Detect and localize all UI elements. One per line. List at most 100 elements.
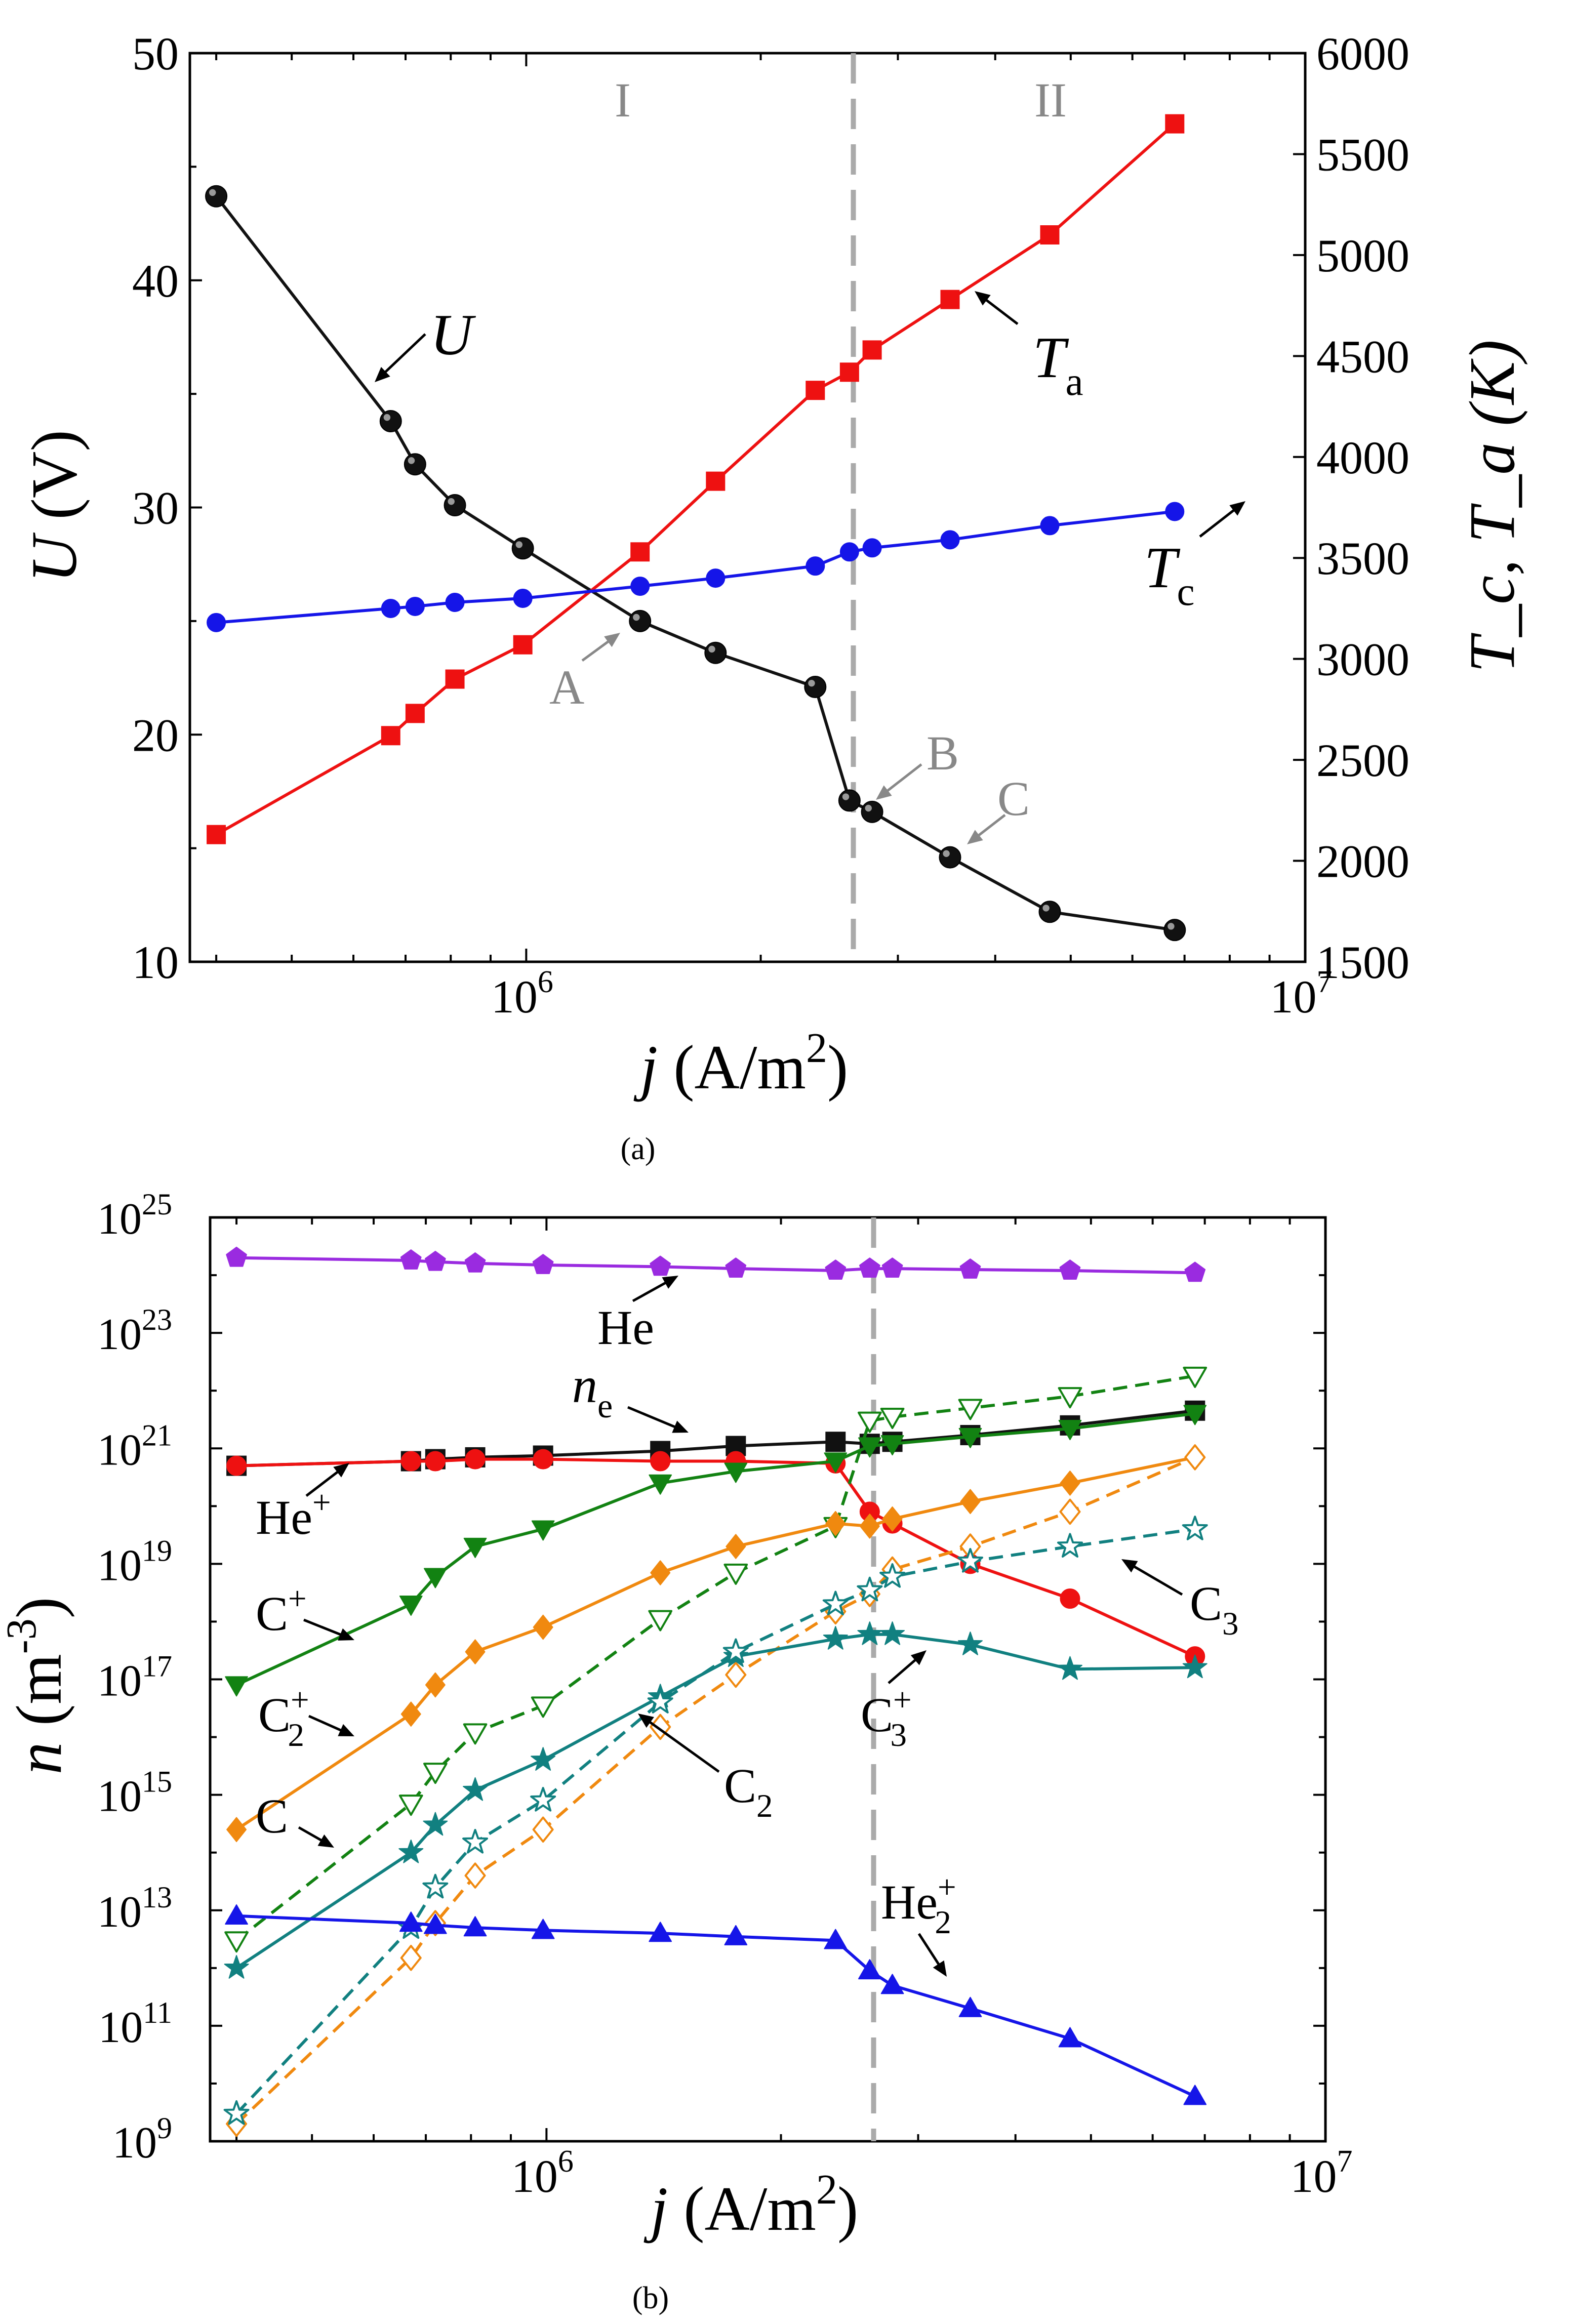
y-tick-label: 1013 [97,1881,172,1937]
annotation-Tc: Tc [1144,536,1195,614]
annotation-C-arrow-head [967,830,983,844]
data-point [1165,114,1185,134]
annotation-C2-plus-arrow-head [338,1724,354,1736]
annotation-ne: ne [572,1357,613,1425]
text-part: He [881,1875,938,1929]
y-left-tick-label: 10 [132,936,179,988]
data-point [858,1959,881,1980]
text-part: C [724,1759,756,1813]
series-c2 [226,1444,1206,2137]
data-point-highlight [633,614,640,621]
data-point [723,1563,748,1585]
data-point [463,1916,487,1937]
data-point [862,538,882,558]
data-point [823,1626,848,1650]
series-line [215,195,1175,932]
annotation-C3-plus: C+ 3 [861,1682,912,1754]
text-part: (A/m [668,2174,816,2244]
annotation-Tc-arrow [1199,501,1245,538]
series-line [235,1412,1195,1687]
text-part: c [1177,570,1195,614]
panel-a-label: (a) [621,1132,656,1166]
data-point [1060,1471,1080,1496]
data-point [224,1955,249,1979]
series-line [215,123,1176,836]
text-part: 6 [538,965,553,999]
series-line [236,1457,1196,1658]
data-point-highlight [448,498,455,505]
y-tick-label: 1025 [97,1188,172,1244]
data-point-highlight [1042,905,1050,912]
annotation-C3: C3 [1190,1576,1239,1642]
text-part: ) [827,1033,848,1102]
data-point [399,1911,423,1932]
data-point [463,1537,487,1558]
data-point [1165,502,1185,521]
data-point [959,1258,981,1279]
text-part: a [1066,360,1083,404]
text-part: 10 [97,1772,142,1821]
annotation-C2-plus: C+ 2 [258,1682,309,1754]
data-point [958,1428,982,1448]
data-point [1057,1533,1083,1558]
data-point [1060,1588,1080,1609]
data-point [958,1632,983,1655]
annotation-He-plus-arrow-head [333,1463,349,1478]
data-point [706,568,726,588]
data-point [857,1621,882,1645]
text-part: 25 [142,1188,172,1221]
data-point [226,1817,247,1843]
data-point [530,1786,556,1812]
annotation-He-arrow [632,1276,678,1302]
data-point [531,1696,555,1718]
data-point [725,1661,747,1688]
data-point [650,1560,671,1585]
y-right-tick-label: 3000 [1316,634,1409,685]
annotation-Ta: Ta [1033,325,1083,404]
data-point [1183,1366,1207,1388]
text-part: 10 [97,1425,142,1475]
y-right-axis-label: T_c, T_a (K) [1456,340,1528,673]
series-line [235,1455,1195,1831]
data-point [205,185,228,208]
y-left-tick-label: 50 [132,28,179,79]
data-point [223,2100,250,2125]
data-point [400,1701,421,1727]
data-point [722,1638,749,1663]
data-point-highlight [943,850,950,857]
annotation-C2-arrow [638,1714,720,1773]
annotation-C-plus-arrow [303,1618,354,1641]
text-part: 10 [97,1657,142,1706]
annotation-C-arrow-shaft [298,1826,325,1843]
panel-b-axes [209,1216,1327,2143]
text-part: 10 [97,1310,142,1359]
annotation-He: He [597,1300,654,1355]
y-right-tick-label: 1500 [1316,936,1409,988]
panel-a-axes [188,52,1307,963]
annotation-C2-plus-arrow [308,1715,354,1736]
annotation-B-arrow [876,763,922,800]
series-c3 [223,1516,1208,2125]
data-point [958,1399,983,1420]
annotation-C3-plus-arrow-head [910,1650,927,1665]
text-part: e [597,1387,613,1425]
data-point [880,1435,904,1456]
data-point [940,290,960,309]
data-point [838,789,861,812]
y-tick-label: 1011 [98,1996,172,2052]
data-point [650,1255,671,1276]
annotation-C3-plus-arrow-shaft [888,1657,918,1684]
data-point [1040,516,1060,536]
annotation-A: A [549,660,584,714]
data-point [957,1547,983,1573]
series-c [224,1366,1207,1953]
text-part: 10 [112,2118,157,2168]
annotation-He2-plus: He+ 2 [881,1869,956,1941]
data-point [225,1904,248,1925]
x-tick-label: 107 [1291,2144,1353,2202]
data-point [630,577,650,596]
annotation-A-arrow [581,633,620,662]
data-point [880,1408,905,1430]
series-c2-plus [226,1445,1205,1843]
text-part: (A/m [658,1033,806,1102]
